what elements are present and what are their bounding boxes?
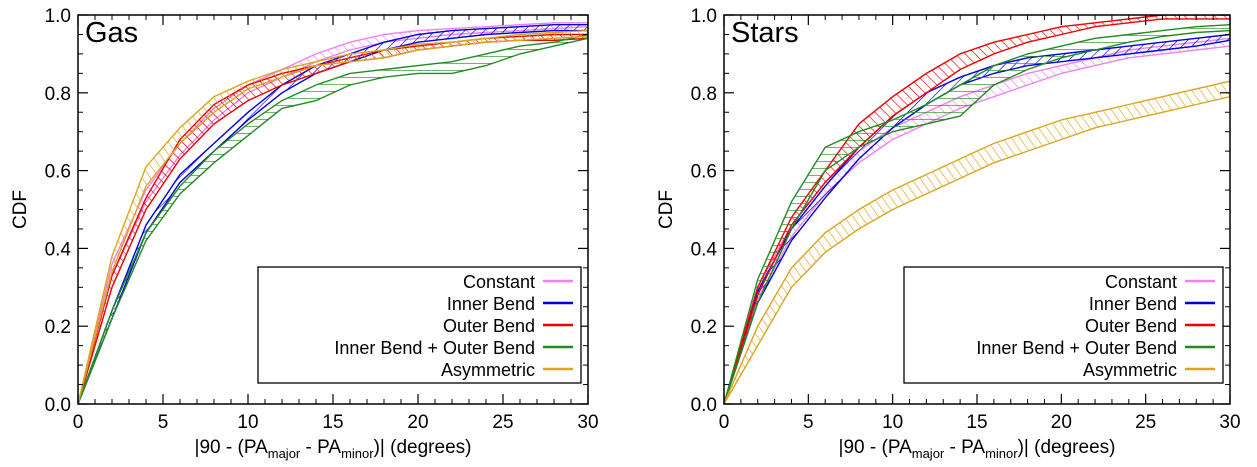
x-axis-label-part: )| (degrees) <box>374 437 472 458</box>
series-upper-line <box>78 22 588 404</box>
y-tick-label: 1.0 <box>45 6 71 27</box>
legend-label: Inner Bend + Outer Bend <box>334 338 535 358</box>
x-tick-label: 0 <box>719 412 730 433</box>
series-upper-line <box>724 80 1230 404</box>
legend-label: Inner Bend <box>447 294 535 314</box>
legend-box <box>257 266 582 384</box>
legend-item: Inner Bend <box>447 294 573 314</box>
series-upper-line <box>724 33 1230 404</box>
legend-label: Constant <box>1105 272 1177 292</box>
legend-item: Asymmetric <box>1083 360 1215 380</box>
x-axis-label-part: |90 - (PA <box>195 437 269 458</box>
x-tick-label: 15 <box>322 412 343 433</box>
series-inner-bend-outer-bend <box>78 33 588 404</box>
x-tick-label: 20 <box>407 412 428 433</box>
x-tick-label: 10 <box>237 412 258 433</box>
y-axis-label: CDF <box>10 190 31 229</box>
x-tick-label: 15 <box>966 412 987 433</box>
series-lower-line <box>724 29 1230 404</box>
y-tick-label: 0.6 <box>691 162 717 183</box>
x-axis-label: |90 - (PAmajor - PAminor)| (degrees) <box>195 437 472 461</box>
x-tick-label: 30 <box>577 412 598 433</box>
y-tick-label: 0.6 <box>45 162 71 183</box>
x-axis-label-part: )| (degrees) <box>1018 437 1116 458</box>
legend-label: Outer Bend <box>443 316 535 336</box>
panel-gas: 0 5 10 15 20 25 30 0.0 0.2 0.4 0.6 0.8 1.0 Gas CDF |90 … <box>10 6 599 461</box>
legend-item: Constant <box>1105 272 1215 292</box>
series-upper-line <box>78 33 588 404</box>
x-axis-label-part: - PA <box>944 437 985 458</box>
series-upper-line <box>724 24 1230 404</box>
y-tick-label: 0.4 <box>45 239 72 260</box>
x-tick-label: 10 <box>882 412 903 433</box>
x-tick-label: 5 <box>158 412 169 433</box>
series-band-fill <box>724 81 1230 404</box>
legend-item: Inner Bend <box>1089 294 1215 314</box>
series-lower-line <box>78 37 588 404</box>
x-tick-label: 25 <box>492 412 513 433</box>
y-axis-label: CDF <box>656 190 677 229</box>
legend-item: Constant <box>463 272 573 292</box>
series-asymmetric <box>724 80 1230 404</box>
legend-item: Inner Bend + Outer Bend <box>334 338 573 358</box>
y-tick-label: 0.2 <box>691 317 717 338</box>
y-tick-label: 0.8 <box>691 84 717 105</box>
series-inner-bend-outer-bend <box>724 24 1230 404</box>
x-tick-label: 25 <box>1135 412 1156 433</box>
x-axis-label-subscript: major <box>268 446 301 461</box>
x-axis-label-subscript: major <box>912 446 945 461</box>
legend-label: Constant <box>463 272 535 292</box>
legend-box <box>903 266 1224 384</box>
series-upper-line <box>78 29 588 404</box>
series-band-fill <box>78 34 588 404</box>
panel-stars: 0 5 10 15 20 25 30 0.0 0.2 0.4 0.6 0.8 1.0 Stars CDF |9… <box>656 6 1241 461</box>
y-tick-label: 0.8 <box>45 84 71 105</box>
x-tick-label: 5 <box>803 412 814 433</box>
x-tick-label: 30 <box>1219 412 1240 433</box>
legend-item: Outer Bend <box>1085 316 1215 336</box>
legend-label: Asymmetric <box>441 360 535 380</box>
y-tick-label: 0.4 <box>691 239 718 260</box>
legend-item: Outer Bend <box>443 316 573 336</box>
series-lower-line <box>724 96 1230 404</box>
y-tick-label: 0.0 <box>45 395 71 416</box>
legend-item: Inner Bend + Outer Bend <box>976 338 1215 358</box>
y-tick-label: 1.0 <box>691 6 717 27</box>
x-axis-label-part: |90 - (PA <box>839 437 913 458</box>
legend-label: Asymmetric <box>1083 360 1177 380</box>
series-lower-line <box>78 35 588 404</box>
legend-item: Asymmetric <box>441 360 573 380</box>
panel-label: Stars <box>731 17 799 49</box>
x-axis-label: |90 - (PAmajor - PAminor)| (degrees) <box>839 437 1116 461</box>
x-tick-label: 0 <box>73 412 84 433</box>
y-tick-label: 0.0 <box>691 395 717 416</box>
series-bands <box>78 22 588 404</box>
legend-label: Outer Bend <box>1085 316 1177 336</box>
series-asymmetric <box>78 29 588 404</box>
legend-label: Inner Bend <box>1089 294 1177 314</box>
x-tick-label: 20 <box>1051 412 1072 433</box>
x-axis-label-part: - PA <box>300 437 341 458</box>
x-axis-label-subscript: minor <box>985 446 1018 461</box>
x-axis-label-subscript: minor <box>341 446 374 461</box>
y-tick-label: 0.2 <box>45 317 71 338</box>
panel-label: Gas <box>85 17 138 49</box>
legend-label: Inner Bend + Outer Bend <box>976 338 1177 358</box>
